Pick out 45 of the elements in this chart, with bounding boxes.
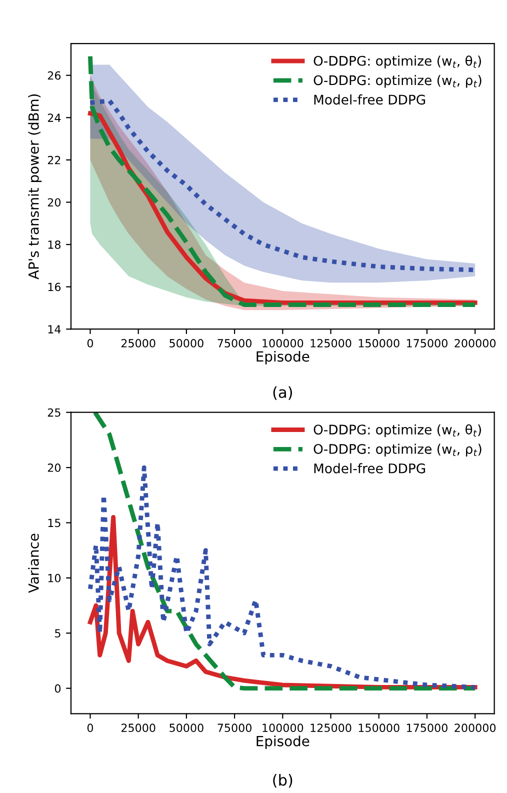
- x-tick-label: 100000: [262, 724, 304, 732]
- y-tick-label: 22: [48, 156, 60, 164]
- legend-label: Model-free DDPG: [314, 94, 426, 105]
- legend-label: Model-free DDPG: [314, 463, 426, 474]
- x-tick-label: 175000: [406, 339, 448, 348]
- x-tick-label: 200000: [454, 724, 496, 732]
- legend-label: O-DDPG: optimize (w$_{t}$, θ$_{t}$): [314, 55, 481, 68]
- y-axis-title: Variance: [28, 534, 39, 593]
- x-tick-label: 175000: [406, 724, 448, 732]
- x-tick-label: 50000: [170, 724, 204, 732]
- x-tick-label: 75000: [218, 339, 252, 348]
- y-tick-label: 24: [48, 114, 61, 122]
- x-tick-label: 75000: [218, 724, 252, 732]
- legend-label: O-DDPG: optimize (w$_{t}$, θ$_{t}$): [314, 424, 481, 438]
- y-tick-label: 25: [48, 408, 60, 417]
- y-tick-label: 15: [48, 518, 60, 528]
- x-tick-label: 150000: [358, 339, 400, 348]
- x-tick-label: 0: [87, 724, 94, 732]
- x-tick-label: 125000: [310, 339, 352, 348]
- x-tick-label: 50000: [170, 339, 204, 348]
- y-axis-title: AP's transmit power (dBm): [28, 94, 42, 280]
- y-tick-label: 20: [48, 464, 61, 472]
- line-series: [88, 465, 478, 690]
- y-tick-label: 5: [55, 629, 60, 638]
- y-tick-label: 14: [48, 325, 61, 334]
- legend-label: O-DDPG: optimize (w$_{t}$, ρ$_{t}$): [314, 75, 482, 88]
- y-tick-label: 0: [54, 684, 61, 693]
- x-tick-label: 0: [87, 339, 94, 348]
- x-axis-title: Episode: [256, 736, 310, 750]
- x-tick-label: 100000: [262, 339, 304, 348]
- y-tick-label: 16: [48, 282, 61, 292]
- x-tick-label: 125000: [310, 724, 352, 732]
- x-axis-title: Episode: [256, 350, 310, 364]
- y-tick-label: 20: [48, 198, 61, 207]
- text: (a): [273, 386, 292, 400]
- x-tick-label: 200000: [454, 339, 496, 348]
- y-tick-label: 10: [48, 574, 61, 582]
- y-tick-label: 18: [48, 240, 60, 249]
- x-tick-label: 150000: [358, 724, 400, 732]
- text: (b): [273, 774, 292, 788]
- legend-label: O-DDPG: optimize (w$_{t}$, ρ$_{t}$): [314, 444, 482, 457]
- x-tick-label: 25000: [121, 339, 156, 348]
- y-tick-label: 26: [48, 71, 61, 80]
- x-tick-label: 25000: [121, 724, 156, 732]
- line-series: [92, 412, 478, 691]
